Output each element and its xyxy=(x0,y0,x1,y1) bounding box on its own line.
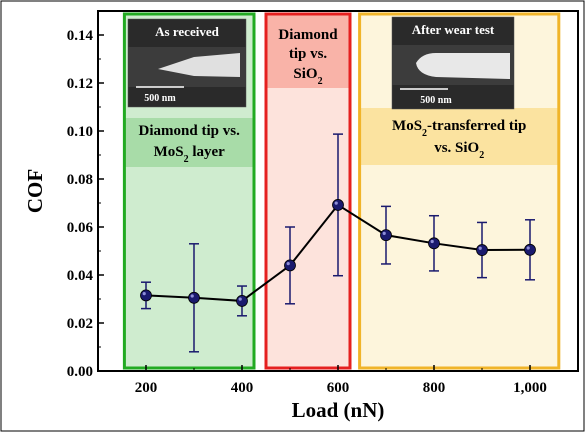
data-point-highlight xyxy=(286,262,290,266)
data-point xyxy=(140,289,152,302)
inset-caption: After wear test xyxy=(412,22,495,37)
region-label-line: vs. SiO2 xyxy=(434,140,484,161)
y-tick-label: 0.08 xyxy=(67,172,93,188)
region-label-line: Diamond xyxy=(278,27,338,43)
data-point xyxy=(284,259,296,272)
data-point-highlight xyxy=(382,231,386,235)
y-tick-label: 0.00 xyxy=(67,364,93,380)
data-point-highlight xyxy=(190,294,194,298)
data-point xyxy=(428,237,440,250)
data-point xyxy=(476,244,488,256)
y-tick-label: 0.12 xyxy=(67,76,93,92)
y-tick-label: 0.06 xyxy=(67,220,94,236)
data-point xyxy=(524,243,536,256)
data-point-highlight xyxy=(334,201,338,205)
y-tick-label: 0.04 xyxy=(67,268,94,284)
x-tick-label: 1,000 xyxy=(513,380,547,396)
afm-tip-shape xyxy=(416,53,510,79)
region-label-line: MoS2-transferred tip xyxy=(392,118,526,139)
data-point xyxy=(380,229,392,242)
y-axis-title: COF xyxy=(23,169,47,213)
y-tick-label: 0.10 xyxy=(67,124,93,140)
y-axis: 0.00 0.02 0.04 0.06 0.08 0.10 0.12 0.14 xyxy=(67,28,104,380)
y-tick-label: 0.14 xyxy=(67,28,94,44)
region-label-line: Diamond tip vs. xyxy=(139,123,241,139)
region-label-band xyxy=(124,118,255,167)
y-tick-label: 0.02 xyxy=(67,316,93,332)
data-point-highlight xyxy=(142,292,146,296)
scale-bar-label: 500 nm xyxy=(144,93,176,104)
region-label-line: MoS2 layer xyxy=(154,144,226,165)
scale-bar-label: 500 nm xyxy=(420,95,452,106)
region-label-band xyxy=(359,108,559,165)
x-axis: 200 400 600 800 1,000 xyxy=(97,365,579,396)
data-point-highlight xyxy=(430,239,434,244)
region-border xyxy=(122,12,256,370)
data-point xyxy=(332,199,344,211)
x-tick-label: 800 xyxy=(423,380,446,396)
region-label-band xyxy=(266,14,350,88)
x-tick-label: 400 xyxy=(231,380,254,396)
data-point-highlight xyxy=(478,246,482,250)
sem-inset-2: After wear test 500 nm xyxy=(391,16,515,110)
inset-caption: As received xyxy=(155,24,219,39)
x-axis-title: Load (nN) xyxy=(292,398,385,422)
data-point-highlight xyxy=(526,246,530,250)
x-tick-label: 200 xyxy=(135,380,158,396)
sem-inset-1: As received 500 nm xyxy=(127,18,247,108)
region-border xyxy=(264,12,352,370)
data-point xyxy=(236,295,248,307)
region-label-line: SiO2 xyxy=(293,66,322,87)
data-point xyxy=(188,291,200,304)
data-point-highlight xyxy=(238,297,242,301)
region-label-line: tip vs. xyxy=(289,46,328,62)
series-1 xyxy=(140,133,536,353)
region-2: Diamond tip vs. SiO2 xyxy=(264,12,352,370)
region-border xyxy=(358,12,561,370)
afm-tip-shape xyxy=(158,53,240,77)
x-tick-label: 600 xyxy=(327,380,350,396)
